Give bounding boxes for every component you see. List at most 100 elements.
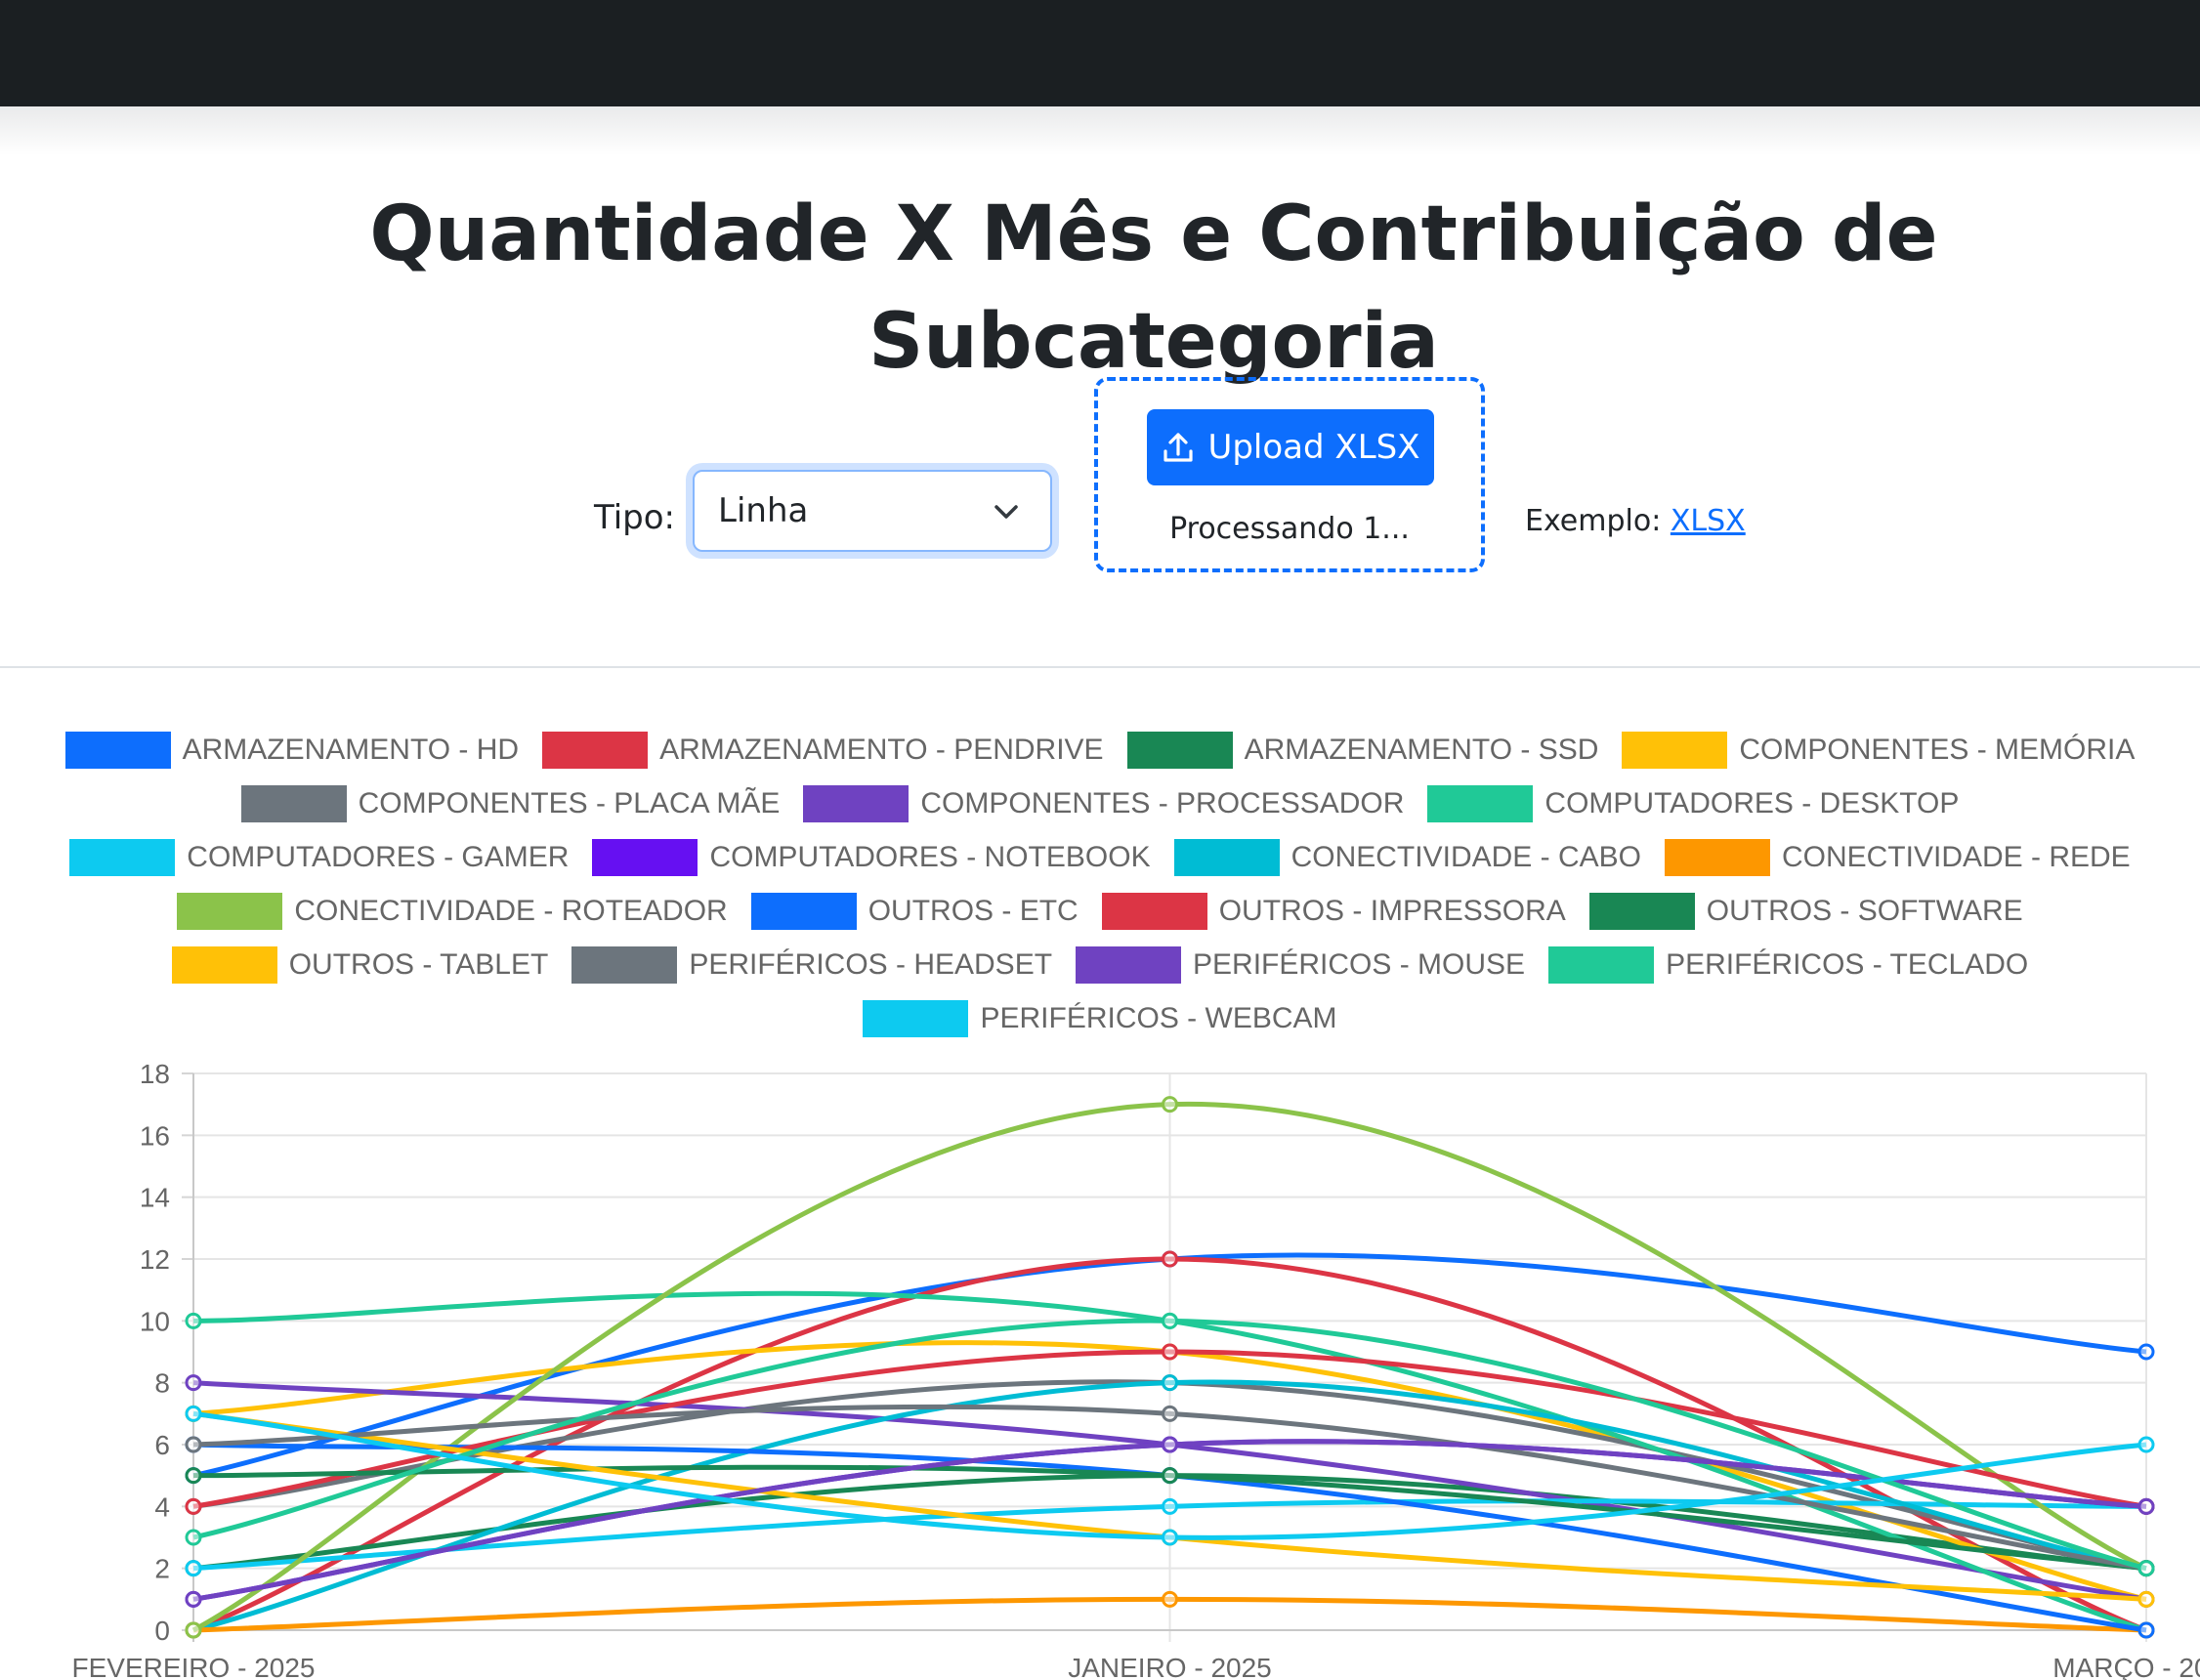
- data-point-outros-impressora: [1162, 1343, 1178, 1361]
- legend-item-armazenamento-hd[interactable]: ARMAZENAMENTO - HD: [64, 731, 520, 769]
- data-point-perifericos-mouse: [185, 1590, 202, 1608]
- upload-button-label: Upload XLSX: [1207, 428, 1420, 467]
- legend-row: COMPUTADORES - GAMER COMPUTADORES - NOTEB…: [0, 830, 2200, 884]
- legend-label: COMPUTADORES - DESKTOP: [1544, 786, 1960, 819]
- legend-label: PERIFÉRICOS - MOUSE: [1193, 947, 1526, 981]
- processing-status: Processando 1...: [1169, 512, 1410, 546]
- chart-legend: ARMAZENAMENTO - HD ARMAZENAMENTO - PENDRI…: [0, 723, 2200, 1045]
- data-point-perifericos-teclado: [185, 1529, 202, 1546]
- chart-type-value: Linha: [718, 491, 809, 530]
- legend-item-outros-impressora[interactable]: OUTROS - IMPRESSORA: [1101, 892, 1566, 930]
- data-point-outros-software: [185, 1467, 202, 1485]
- legend-item-armazenamento-pendrive[interactable]: ARMAZENAMENTO - PENDRIVE: [542, 731, 1104, 769]
- legend-row: PERIFÉRICOS - WEBCAM: [0, 991, 2200, 1045]
- legend-item-outros-etc[interactable]: OUTROS - ETC: [750, 892, 1079, 930]
- legend-item-componentes-processador[interactable]: COMPONENTES - PROCESSADOR: [803, 784, 1405, 822]
- legend-swatch: [1622, 731, 1728, 769]
- legend-item-componentes-memoria[interactable]: COMPONENTES - MEMÓRIA: [1622, 731, 2135, 769]
- legend-row: ARMAZENAMENTO - HD ARMAZENAMENTO - PENDRI…: [0, 723, 2200, 777]
- example-xlsx-link[interactable]: XLSX: [1670, 504, 1746, 538]
- legend-label: COMPONENTES - PLACA MÃE: [358, 786, 781, 819]
- legend-label: ARMAZENAMENTO - SSD: [1244, 733, 1599, 766]
- legend-swatch: [171, 945, 277, 984]
- legend-item-componentes-placa-mae[interactable]: COMPONENTES - PLACA MÃE: [240, 784, 781, 822]
- legend-item-conectividade-roteador[interactable]: CONECTIVIDADE - ROTEADOR: [177, 892, 728, 930]
- data-point-componentes-processador: [185, 1374, 202, 1392]
- legend-swatch: [542, 731, 649, 769]
- upload-dropzone[interactable]: Upload XLSX Processando 1...: [1094, 377, 1485, 572]
- legend-item-outros-software[interactable]: OUTROS - SOFTWARE: [1588, 892, 2023, 930]
- y-tick-label: 16: [140, 1120, 170, 1151]
- legend-label: CONECTIVIDADE - REDE: [1781, 840, 2131, 873]
- data-point-armazenamento-pendrive: [1162, 1250, 1178, 1268]
- data-point-outros-impressora: [185, 1497, 202, 1515]
- data-point-perifericos-webcam: [185, 1405, 202, 1422]
- upload-xlsx-button[interactable]: Upload XLSX: [1147, 409, 1434, 485]
- legend-label: ARMAZENAMENTO - PENDRIVE: [659, 733, 1104, 766]
- chevron-down-icon: [994, 505, 1018, 519]
- legend-item-conectividade-rede[interactable]: CONECTIVIDADE - REDE: [1664, 838, 2131, 876]
- data-point-computadores-gamer: [185, 1560, 202, 1577]
- legend-item-computadores-desktop[interactable]: COMPUTADORES - DESKTOP: [1427, 784, 1960, 822]
- section-divider: [0, 666, 2200, 668]
- line-chart: ARMAZENAMENTO - HD ARMAZENAMENTO - PENDRI…: [0, 723, 2200, 1680]
- legend-item-perifericos-mouse[interactable]: PERIFÉRICOS - MOUSE: [1076, 945, 1526, 984]
- legend-row: COMPONENTES - PLACA MÃE COMPONENTES - PRO…: [0, 777, 2200, 830]
- legend-swatch: [1076, 945, 1182, 984]
- legend-label: PERIFÉRICOS - TECLADO: [1666, 947, 2029, 981]
- upload-icon: [1163, 433, 1194, 462]
- x-tick-label: FEVEREIRO - 2025: [72, 1653, 316, 1680]
- legend-swatch: [64, 731, 171, 769]
- legend-swatch: [1427, 784, 1534, 822]
- legend-row: OUTROS - TABLET PERIFÉRICOS - HEADSET PERI…: [0, 938, 2200, 991]
- legend-label: OUTROS - IMPRESSORA: [1218, 894, 1566, 927]
- tipo-label: Tipo:: [594, 498, 676, 537]
- legend-item-perifericos-webcam[interactable]: PERIFÉRICOS - WEBCAM: [863, 999, 1337, 1037]
- data-point-computadores-desktop: [185, 1312, 202, 1329]
- legend-item-outros-tablet[interactable]: OUTROS - TABLET: [171, 945, 549, 984]
- legend-label: COMPUTADORES - NOTEBOOK: [709, 840, 1151, 873]
- legend-label: PERIFÉRICOS - HEADSET: [689, 947, 1053, 981]
- legend-swatch: [1173, 838, 1280, 876]
- data-point-perifericos-teclado: [1162, 1312, 1178, 1329]
- data-point-perifericos-teclado: [2137, 1560, 2155, 1577]
- legend-label: OUTROS - SOFTWARE: [1706, 894, 2023, 927]
- legend-label: OUTROS - TABLET: [288, 947, 549, 981]
- legend-label: ARMAZENAMENTO - HD: [182, 733, 520, 766]
- legend-item-armazenamento-ssd[interactable]: ARMAZENAMENTO - SSD: [1126, 731, 1599, 769]
- data-point-outros-software: [1162, 1467, 1178, 1485]
- legend-item-conectividade-cabo[interactable]: CONECTIVIDADE - CABO: [1173, 838, 1641, 876]
- data-point-conectividade-roteador: [185, 1621, 202, 1639]
- chart-plot: 0 2 4 6 8 10 12 14 16 18 FEVEREIRO - 2025 JANEIRO -…: [72, 1059, 2200, 1680]
- legend-item-perifericos-teclado[interactable]: PERIFÉRICOS - TECLADO: [1548, 945, 2029, 984]
- legend-swatch: [571, 945, 678, 984]
- legend-swatch: [1588, 892, 1695, 930]
- legend-item-computadores-notebook[interactable]: COMPUTADORES - NOTEBOOK: [592, 838, 1151, 876]
- data-point-perifericos-headset: [1162, 1405, 1178, 1422]
- legend-label: COMPONENTES - PROCESSADOR: [920, 786, 1405, 819]
- chart-type-select[interactable]: Linha: [693, 470, 1052, 552]
- y-tick-label: 4: [154, 1491, 170, 1522]
- legend-item-computadores-gamer[interactable]: COMPUTADORES - GAMER: [69, 838, 569, 876]
- example-label: Exemplo:: [1525, 504, 1662, 538]
- legend-label: CONECTIVIDADE - CABO: [1290, 840, 1641, 873]
- legend-label: CONECTIVIDADE - ROTEADOR: [294, 894, 728, 927]
- legend-swatch: [863, 999, 969, 1037]
- legend-swatch: [803, 784, 910, 822]
- data-point-perifericos-mouse: [2137, 1497, 2155, 1515]
- y-tick-label: 14: [140, 1183, 170, 1213]
- y-tick-label: 18: [140, 1059, 170, 1089]
- legend-item-perifericos-headset[interactable]: PERIFÉRICOS - HEADSET: [571, 945, 1053, 984]
- legend-swatch: [1101, 892, 1207, 930]
- x-tick-label: JANEIRO - 2025: [1068, 1653, 1272, 1680]
- top-navbar: [0, 0, 2200, 106]
- data-point-perifericos-headset: [185, 1436, 202, 1453]
- y-tick-label: 8: [154, 1368, 170, 1399]
- legend-label: PERIFÉRICOS - WEBCAM: [980, 1001, 1337, 1034]
- data-point-perifericos-webcam: [1162, 1529, 1178, 1546]
- data-point-outros-tablet: [2137, 1590, 2155, 1608]
- legend-swatch: [240, 784, 347, 822]
- y-tick-label: 2: [154, 1554, 170, 1584]
- legend-swatch: [69, 838, 176, 876]
- data-point-outros-etc: [2137, 1621, 2155, 1639]
